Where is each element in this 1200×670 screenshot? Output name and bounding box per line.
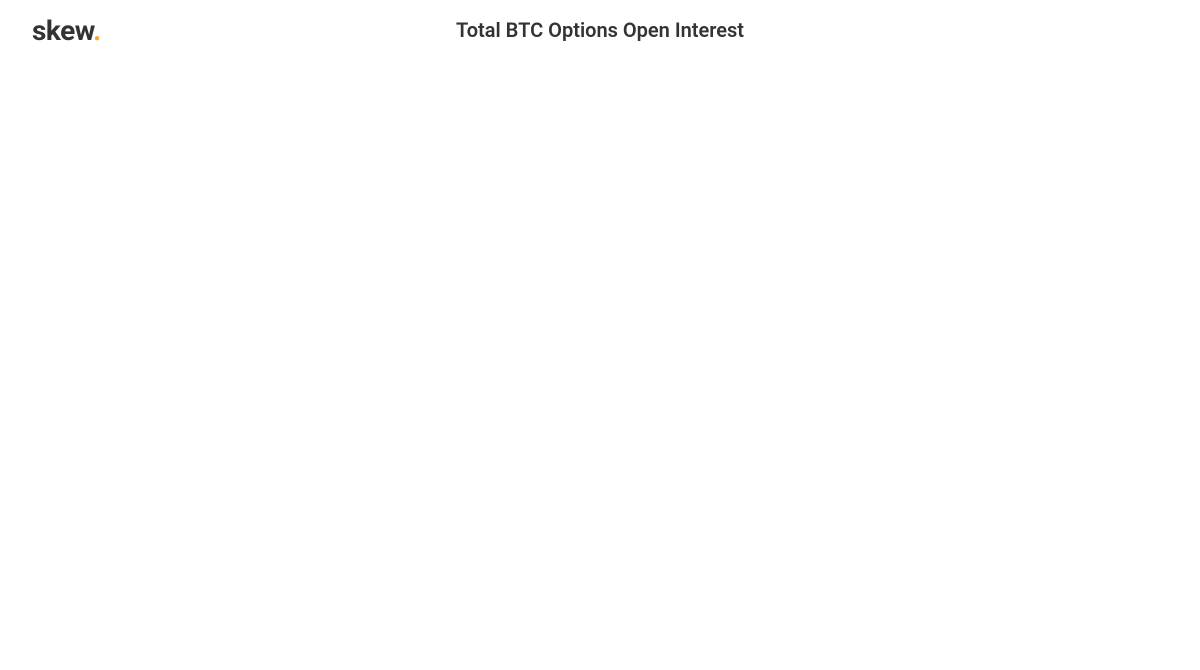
chart-title: Total BTC Options Open Interest [0,18,1200,42]
stacked-area-chart [0,0,1200,560]
